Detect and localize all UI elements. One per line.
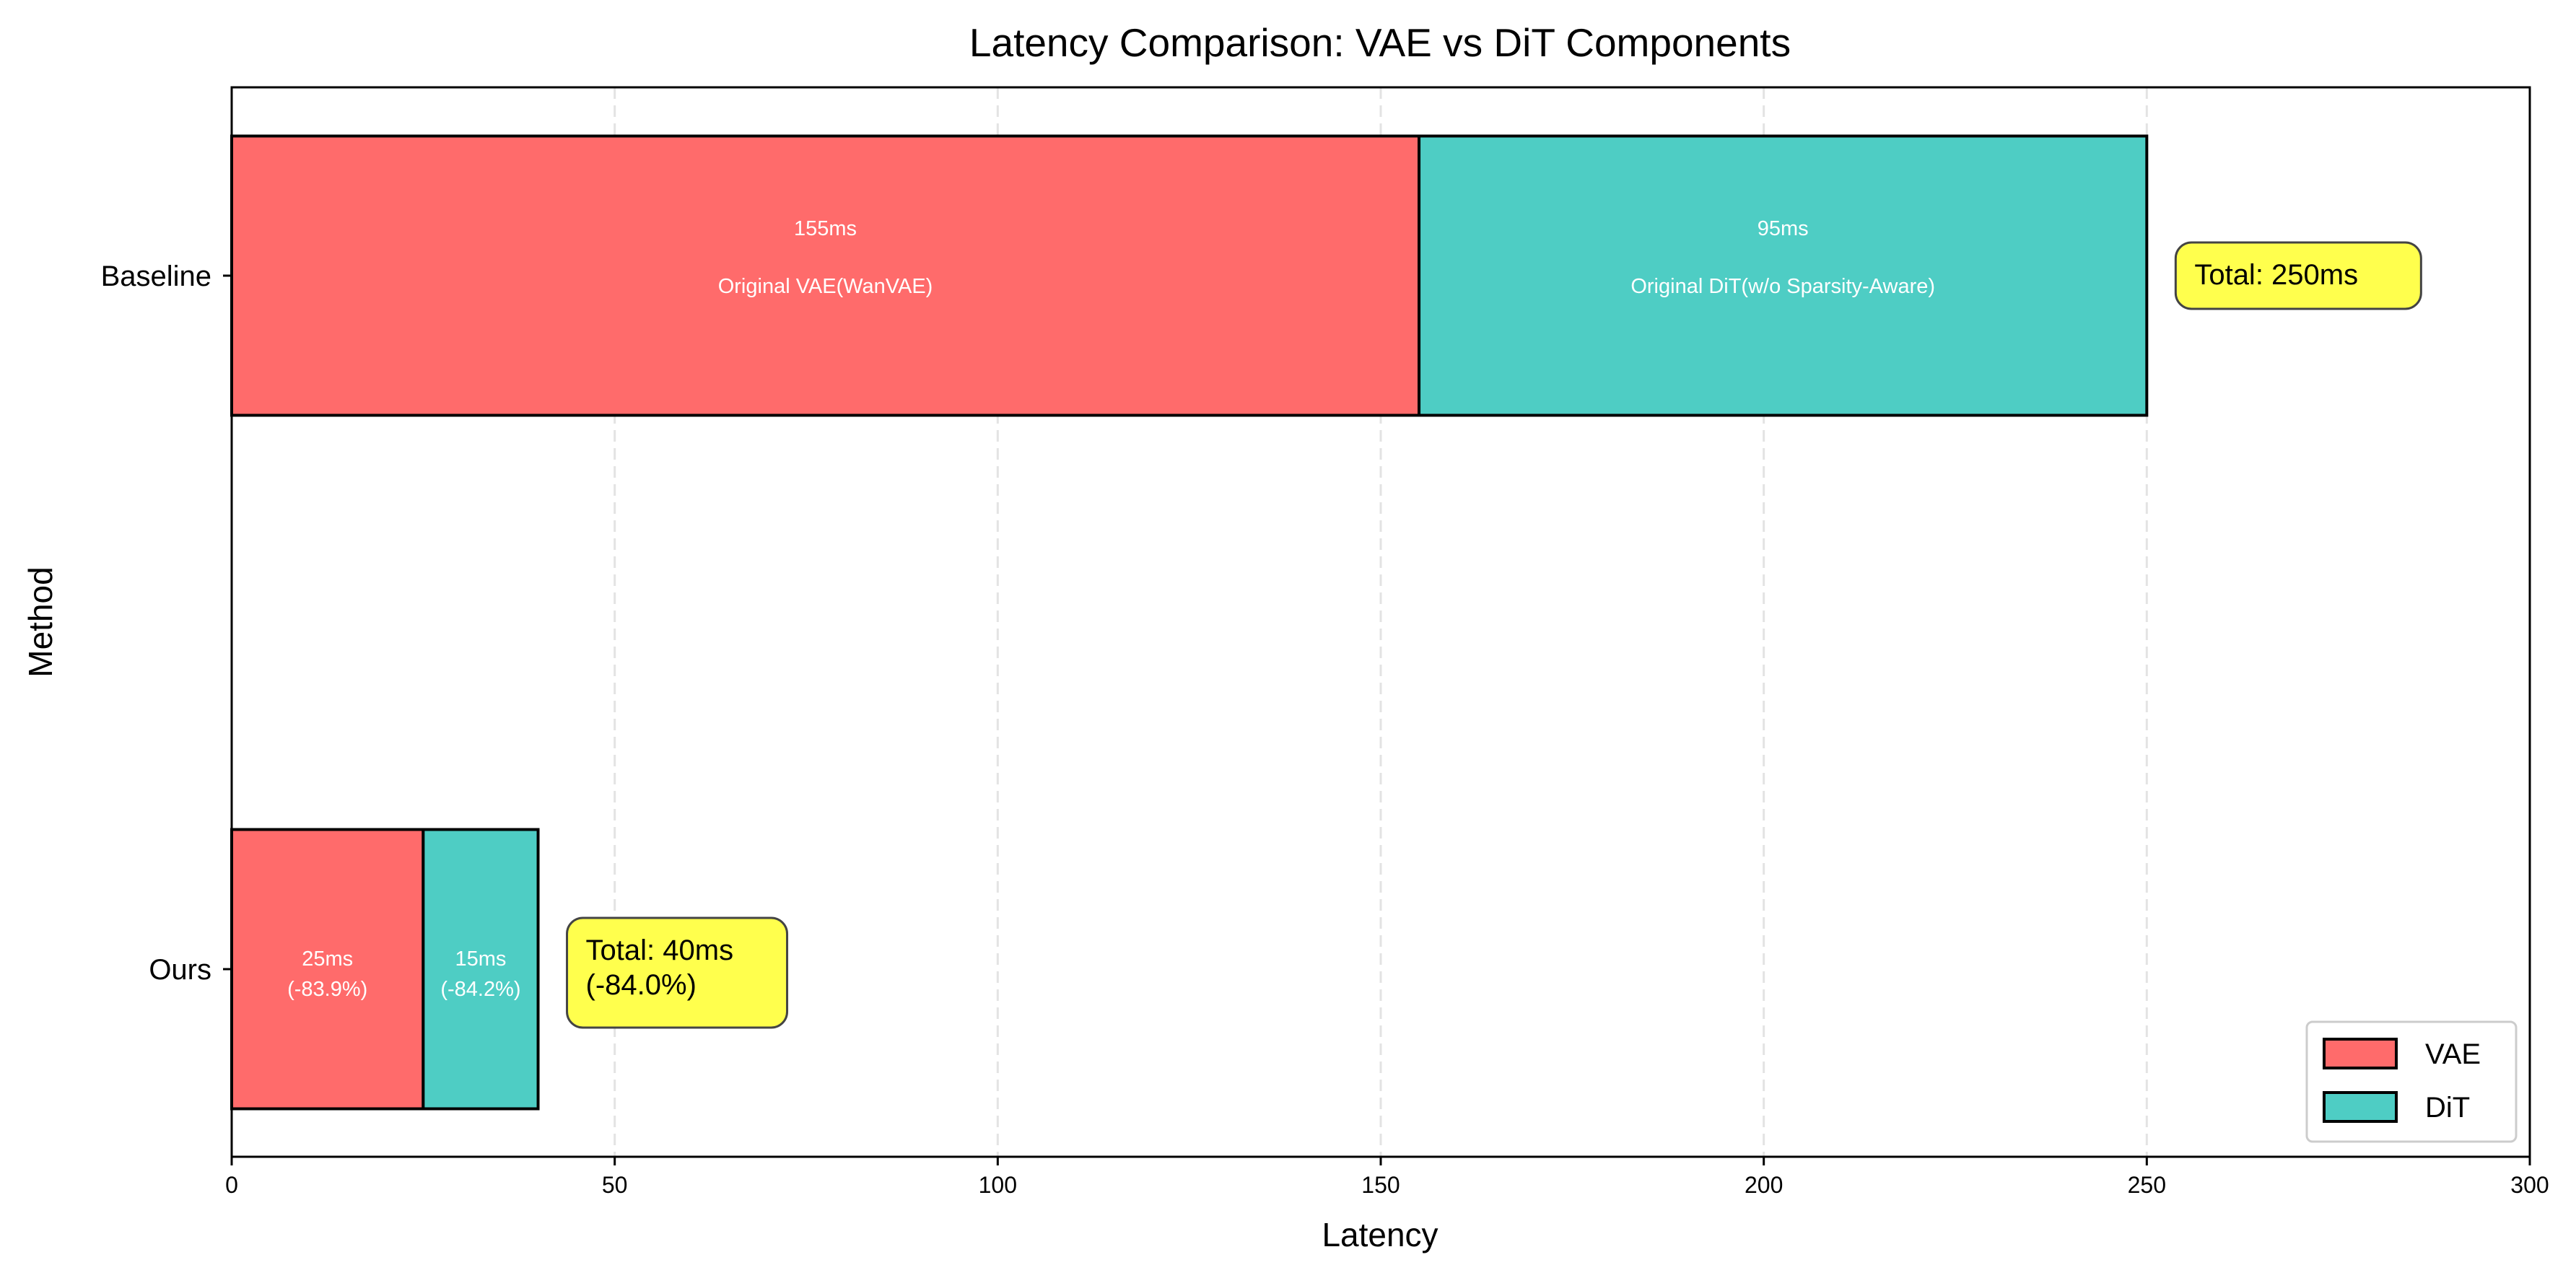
y-axis-label: Method (22, 566, 59, 677)
total-annotation-text: Total: 250ms (2194, 259, 2358, 291)
chart-title: Latency Comparison: VAE vs DiT Component… (969, 20, 1791, 65)
bar-dit-baseline (1418, 134, 2149, 417)
x-tick-label: 150 (1361, 1172, 1400, 1198)
x-tick-label: 0 (225, 1172, 238, 1198)
x-tick-label: 300 (2510, 1172, 2549, 1198)
x-tick-label: 200 (1745, 1172, 1783, 1198)
legend-label: DiT (2425, 1092, 2470, 1124)
legend-label: VAE (2425, 1038, 2481, 1070)
legend: VAE DiT (2305, 1020, 2518, 1143)
bar-dit-ours (422, 828, 540, 1111)
x-axis-label: Latency (1322, 1216, 1438, 1253)
total-annotation (2174, 241, 2422, 310)
bar-label: 25ms (302, 947, 353, 971)
total-annotation (566, 916, 789, 1029)
bar-label: (-84.2%) (440, 978, 520, 1001)
bar-label: 15ms (455, 947, 506, 971)
x-tick-label: 250 (2128, 1172, 2166, 1198)
x-tick-label: 50 (602, 1172, 628, 1198)
total-annotation-text: Total: 40ms (586, 935, 734, 966)
bar-label: 95ms (1758, 217, 1809, 240)
bar-label: (-83.9%) (287, 978, 367, 1001)
x-tick-label: 100 (979, 1172, 1017, 1198)
bar-label: Original DiT(w/o Sparsity-Aware) (1630, 275, 1935, 298)
legend-swatch-dit (2323, 1091, 2398, 1123)
total-annotation-text: (-84.0%) (586, 969, 697, 1001)
bar-vae-baseline (230, 134, 1421, 417)
y-tick-label: Ours (149, 954, 211, 986)
bar-label: 155ms (794, 217, 857, 240)
y-tick-label: Baseline (101, 261, 211, 292)
bar-label: Original VAE(WanVAE) (718, 275, 933, 298)
legend-swatch-vae (2323, 1038, 2398, 1069)
